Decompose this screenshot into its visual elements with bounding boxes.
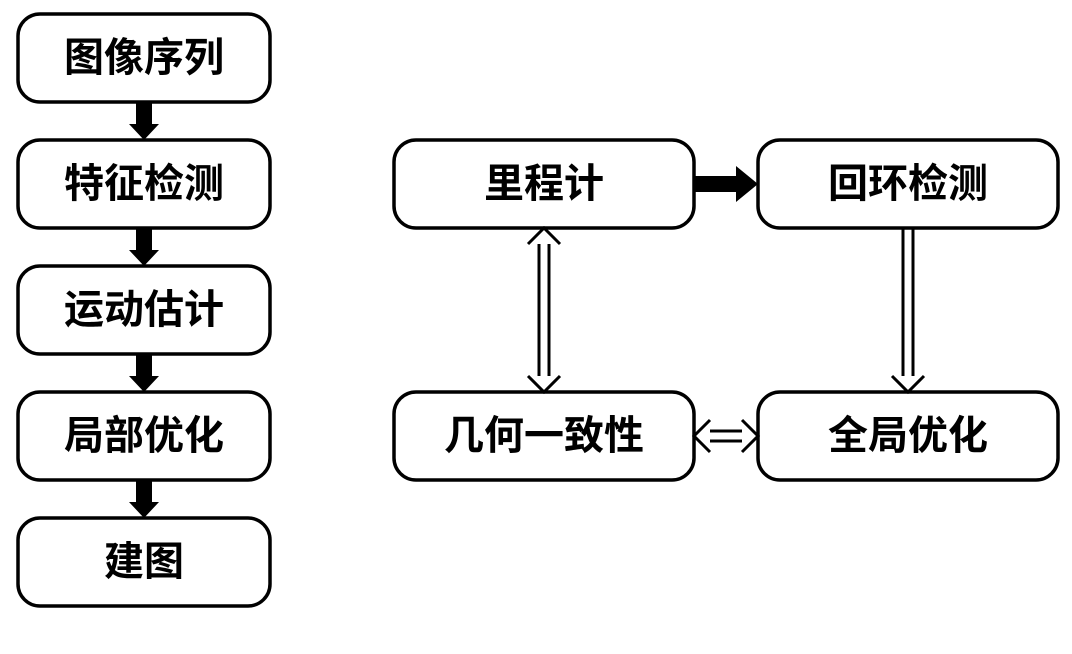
left-arrow-1 <box>129 228 159 266</box>
edge-geo-global-head-l <box>694 420 710 452</box>
global-label: 全局优化 <box>828 403 988 461</box>
mapping-label: 建图 <box>104 529 184 587</box>
local-opt-label: 局部优化 <box>64 403 224 461</box>
img-seq-label: 图像序列 <box>64 25 224 83</box>
feat-det-label: 特征检测 <box>64 151 224 209</box>
odom-label: 里程计 <box>484 151 604 209</box>
geo-label: 几何一致性 <box>444 403 644 461</box>
left-arrow-2 <box>129 354 159 392</box>
edge-loop-global-head-bot <box>892 376 924 392</box>
edge-odom-loop <box>694 166 758 202</box>
left-arrow-3 <box>129 480 159 518</box>
edge-odom-geo-head-bot <box>528 376 560 392</box>
left-arrow-0 <box>129 102 159 140</box>
loop-label: 回环检测 <box>828 151 988 209</box>
motion-est-label: 运动估计 <box>64 277 224 335</box>
edge-geo-global-head-r <box>742 420 758 452</box>
edge-odom-geo-head-top <box>528 228 560 244</box>
